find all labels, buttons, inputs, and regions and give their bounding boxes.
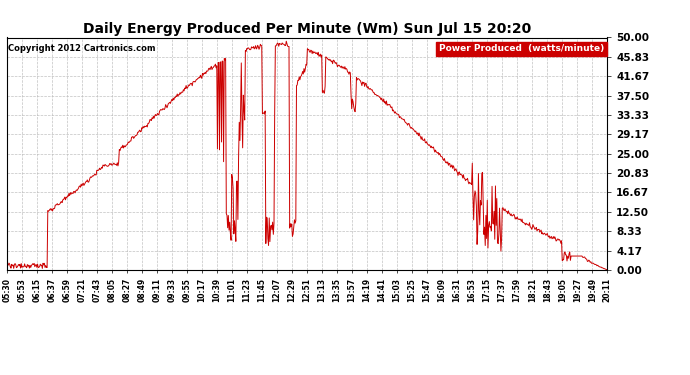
Text: Copyright 2012 Cartronics.com: Copyright 2012 Cartronics.com bbox=[8, 45, 156, 54]
Title: Daily Energy Produced Per Minute (Wm) Sun Jul 15 20:20: Daily Energy Produced Per Minute (Wm) Su… bbox=[83, 22, 531, 36]
Text: Power Produced  (watts/minute): Power Produced (watts/minute) bbox=[439, 45, 604, 54]
